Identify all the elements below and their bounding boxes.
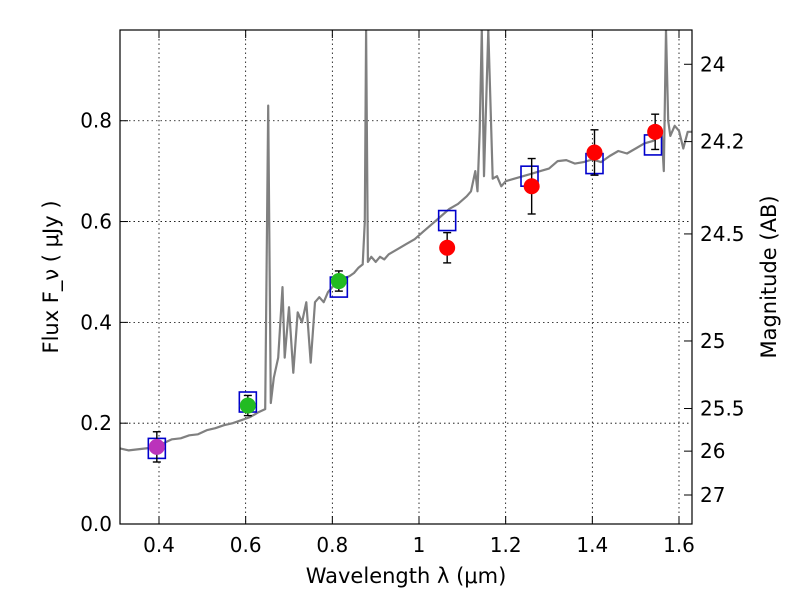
observed-point-5	[586, 144, 603, 161]
observed-point-2	[330, 273, 347, 290]
y-tick-label: 0.4	[80, 310, 112, 334]
observed-point-3	[439, 239, 456, 256]
x-axis-label: Wavelength λ (μm)	[306, 564, 507, 588]
x-tick-label: 0.4	[143, 533, 175, 557]
mag-tick-label: 25.5	[700, 397, 745, 421]
x-tick-label: 0.6	[230, 533, 262, 557]
x-tick-label: 1.2	[490, 533, 522, 557]
y-tick-label: 0.0	[80, 512, 112, 536]
x-tick-label: 0.8	[316, 533, 348, 557]
y-tick-label: 0.8	[80, 109, 112, 133]
y-tick-label: 0.6	[80, 210, 112, 234]
mag-tick-label: 27	[700, 483, 725, 507]
axis-ticks: 0.4 0.6 0.8 1 1.2 1.4 1.6 0.0 0.2 0.4 0.6 0.8 24 24.2…	[80, 30, 745, 557]
mag-tick-label: 24	[700, 52, 725, 76]
observed-point-4	[523, 178, 540, 195]
observed-point-1	[239, 397, 256, 414]
x-tick-label: 1	[413, 533, 426, 557]
mag-tick-label: 26	[700, 439, 725, 463]
model-square-3	[437, 209, 457, 232]
plot-area	[120, 30, 692, 524]
x-tick-label: 1.6	[663, 533, 695, 557]
mag-tick-label: 24.5	[700, 222, 745, 246]
observed-point-6	[647, 123, 664, 140]
data-layer	[120, 30, 692, 463]
y-axis-label: Flux F_ν ( μJy )	[39, 200, 64, 353]
mag-tick-label: 24.2	[700, 130, 745, 154]
x-tick-label: 1.4	[576, 533, 608, 557]
y-axis-right-label: Magnitude (AB)	[757, 195, 781, 358]
plot-frame	[119, 29, 693, 525]
mag-tick-label: 25	[700, 329, 725, 353]
sed-spectrum-line	[120, 30, 692, 452]
observed-point-0	[148, 438, 165, 455]
y-tick-label: 0.2	[80, 411, 112, 435]
